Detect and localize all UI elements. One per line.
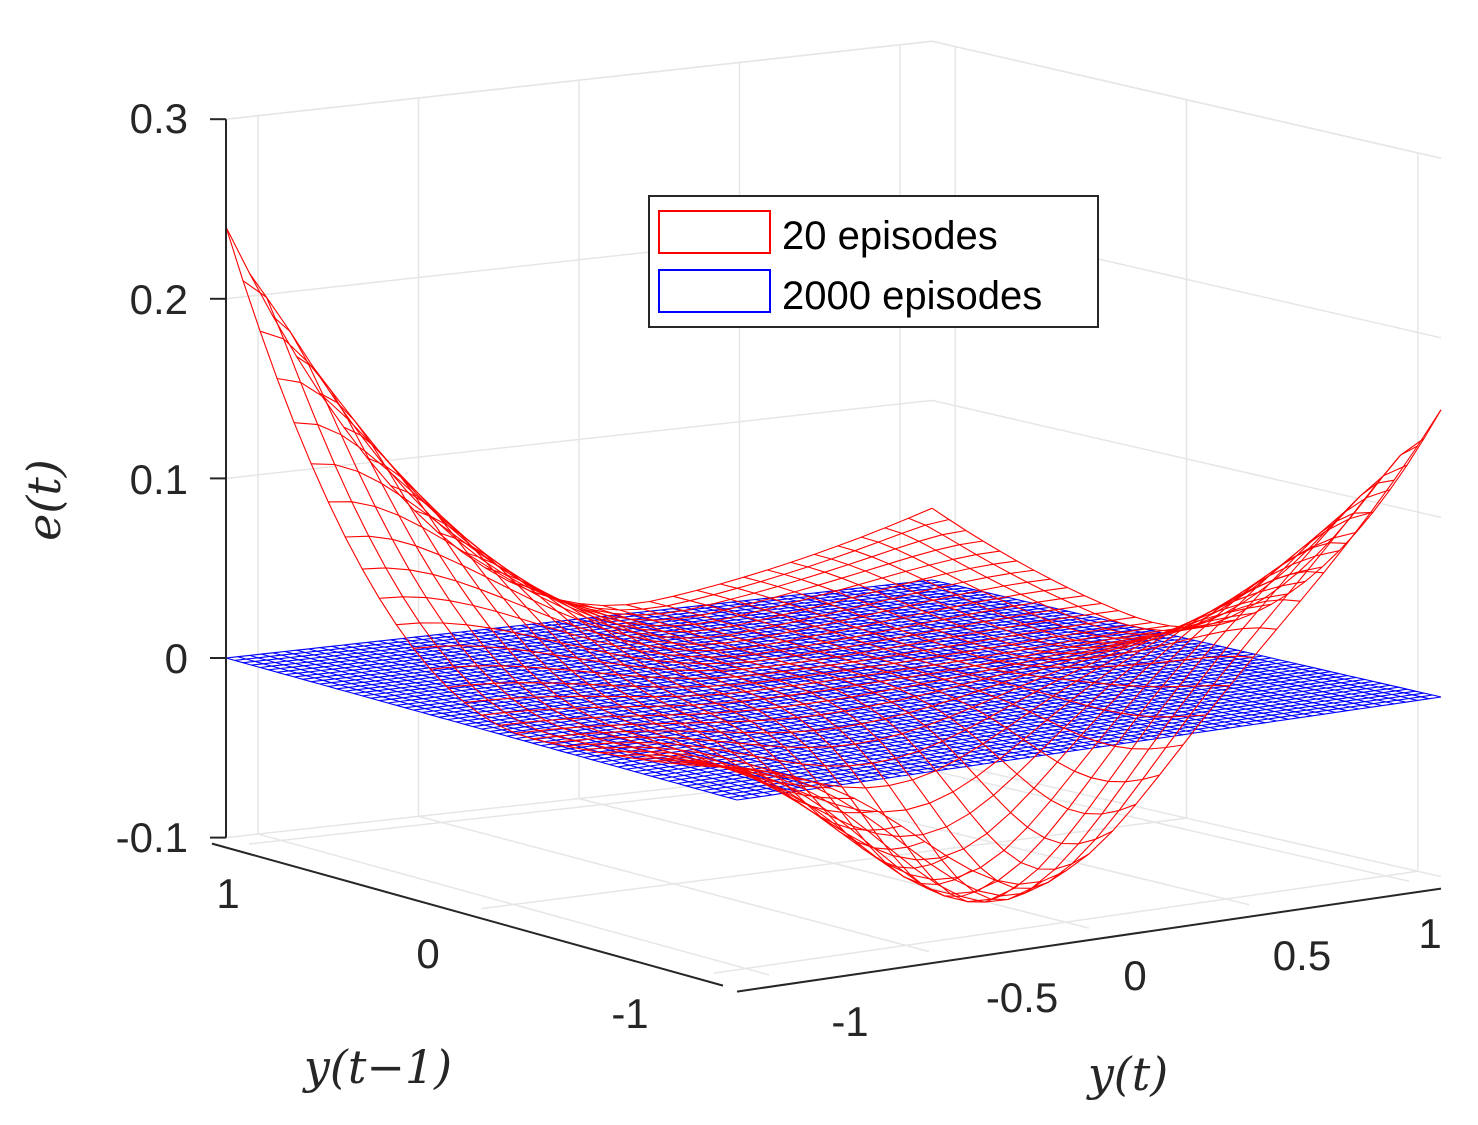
mesh-line [694, 686, 1399, 789]
mesh-line [277, 377, 983, 621]
y-axis-label: y(t−1) [302, 1040, 452, 1094]
mesh-line [464, 625, 1170, 704]
z-tick-label: 0.2 [130, 276, 188, 323]
mesh-line [626, 671, 1331, 770]
z-axis-label: e(t) [17, 459, 71, 541]
mesh-line [549, 653, 1255, 749]
mesh-line [353, 608, 1060, 695]
mesh-line [515, 645, 1221, 740]
mesh-line [379, 614, 1085, 702]
legend: 20 episodes 2000 episodes [648, 195, 1099, 328]
mesh-line [524, 647, 1229, 742]
mesh-line [578, 603, 1090, 870]
mesh-line [328, 501, 1034, 639]
mesh-line [549, 612, 1255, 749]
x-tick-label: 0.5 [1273, 932, 1331, 979]
mesh-line [336, 604, 1043, 690]
mesh-line [311, 463, 1017, 633]
grid-line [225, 40, 1442, 159]
mesh-line [259, 330, 966, 616]
y-tick-label: -1 [611, 990, 648, 1037]
mesh-line [660, 678, 1365, 780]
x-axis-ticks: -1 -0.5 0 0.5 1 [831, 910, 1441, 1045]
x-tick-label: -0.5 [986, 974, 1058, 1021]
x-tick-label: 0 [1123, 952, 1146, 999]
mesh-line [498, 641, 1204, 735]
mesh-line [651, 531, 1357, 881]
mesh-line [600, 665, 1306, 763]
mesh-line [498, 626, 1204, 726]
mesh-line [736, 696, 1442, 801]
mesh-line [447, 630, 1153, 721]
mesh-line [379, 595, 1085, 658]
legend-label: 20 episodes [782, 214, 998, 258]
mesh-line [302, 596, 1009, 680]
mesh-line [515, 623, 1221, 734]
mesh-line [362, 610, 1068, 697]
legend-label: 2000 episodes [782, 274, 1042, 318]
legend-swatch [658, 210, 771, 254]
mesh-line [532, 619, 1238, 740]
mesh-line [481, 626, 1187, 716]
grid-line [713, 870, 1418, 974]
z-axis-ticks: 0.3 0.2 0.1 0 -0.1 [116, 95, 188, 861]
mesh-line [430, 626, 1136, 716]
mesh-line [421, 624, 1128, 713]
z-tick-label: -0.1 [116, 814, 188, 861]
x-tick-label: -1 [831, 998, 868, 1045]
mesh-line [345, 535, 1051, 645]
mesh-line [711, 690, 1416, 794]
z-tick-label: 0.1 [130, 456, 188, 503]
y-axis-ticks: 1 0 -1 [216, 870, 648, 1037]
mesh-line [702, 688, 1408, 792]
mesh-line [668, 680, 1374, 782]
mesh-line [430, 616, 1136, 679]
x-axis-line [736, 887, 1442, 993]
mesh-line [728, 694, 1433, 799]
y-tick-label: 1 [216, 870, 239, 917]
mesh-line [685, 684, 1391, 787]
mesh-line [736, 409, 1442, 885]
mesh-line [814, 553, 1324, 649]
mesh-line [558, 655, 1263, 751]
mesh-line [225, 226, 933, 607]
mesh-line [719, 692, 1425, 796]
z-tick-label: 0 [165, 635, 188, 682]
y-tick-label: 0 [416, 930, 439, 977]
mesh-line [242, 280, 950, 611]
mesh-line [464, 634, 1170, 725]
mesh-line [294, 422, 1000, 627]
x-tick-label: 1 [1418, 910, 1441, 957]
mesh-line [583, 661, 1289, 758]
mesh-line [319, 392, 831, 789]
mesh-line [489, 639, 1196, 732]
mesh-line [438, 628, 1145, 718]
mesh-line [592, 663, 1297, 761]
legend-swatch [658, 269, 771, 313]
back-wall-grid [225, 40, 1442, 976]
mesh-line [396, 602, 1102, 665]
y-axis-line [211, 842, 724, 987]
mesh-line [541, 651, 1246, 747]
mesh-line [566, 657, 1272, 754]
mesh-line [677, 682, 1382, 784]
axes [210, 118, 1442, 993]
mesh-line [328, 602, 1034, 687]
mesh-line [268, 589, 975, 671]
grid-line [225, 399, 1442, 519]
z-tick-label: 0.3 [130, 95, 188, 142]
mesh-line [251, 585, 958, 666]
mesh-line [362, 567, 1068, 652]
mesh-line [719, 438, 1425, 897]
x-axis-label: y(t) [1086, 1047, 1168, 1101]
mesh-line [413, 610, 1119, 672]
mesh-line [447, 621, 1153, 688]
series-20-episodes-surface [225, 226, 1442, 903]
